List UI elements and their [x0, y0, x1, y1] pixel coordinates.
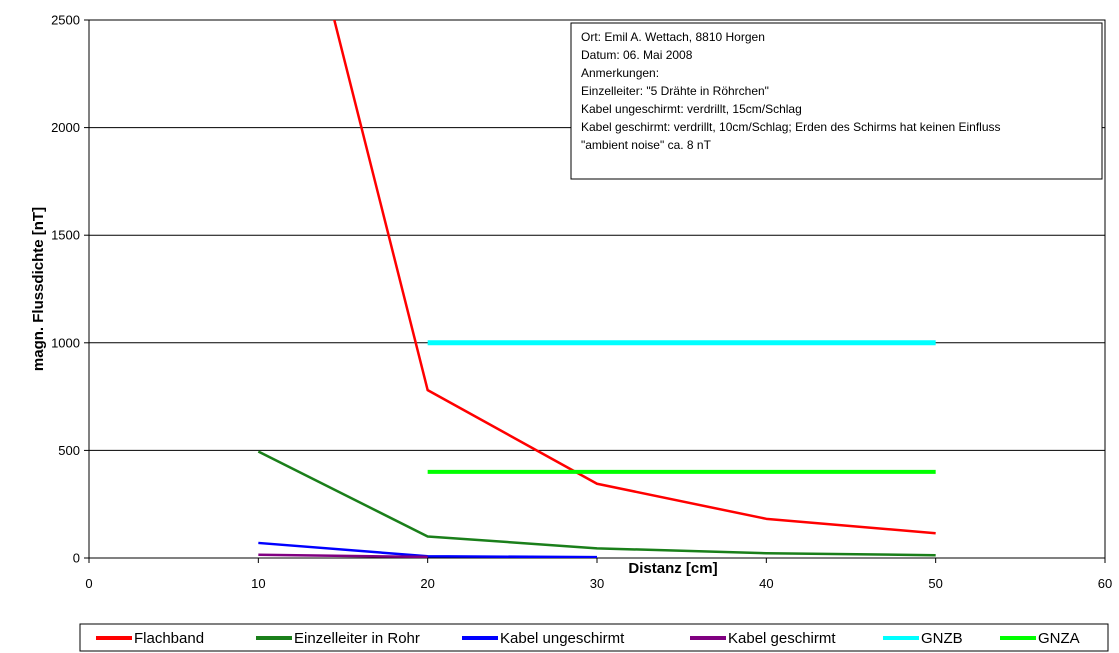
y-axis-title: magn. Flussdichte [nT] — [30, 207, 47, 371]
annotation-line: Ort: Emil A. Wettach, 8810 Horgen — [581, 30, 765, 44]
annotation-line: Kabel ungeschirmt: verdrillt, 15cm/Schla… — [581, 102, 802, 116]
legend-label: Einzelleiter in Rohr — [294, 630, 420, 647]
x-tick-label: 40 — [759, 576, 773, 591]
annotation-lines: Ort: Emil A. Wettach, 8810 Horgen Datum: … — [581, 30, 1001, 152]
series-group — [257, 20, 936, 558]
x-tick-labels: 0 10 20 30 40 50 60 — [85, 558, 1112, 591]
legend-label: Kabel ungeschirmt — [500, 630, 625, 647]
legend-frame — [79, 623, 1109, 652]
legend-label: Kabel geschirmt — [728, 630, 836, 647]
x-axis-title: Distanz [cm] — [628, 560, 717, 577]
legend: Flachband Einzelleiter in Rohr Kabel unges… — [79, 623, 1109, 652]
annotation-line: "ambient noise" ca. 8 nT — [581, 138, 712, 152]
y-tick-label: 0 — [73, 551, 80, 566]
x-tick-label: 20 — [420, 576, 434, 591]
series-line — [257, 450, 936, 557]
annotation-line: Einzelleiter: "5 Drähte in Röhrchen" — [581, 84, 769, 98]
y-tick-label: 1500 — [51, 228, 80, 243]
x-tick-label: 30 — [590, 576, 604, 591]
annotation-frame — [570, 22, 1103, 180]
annotation-box: Ort: Emil A. Wettach, 8810 Horgen Datum: … — [570, 22, 1103, 180]
x-tick-label: 50 — [928, 576, 942, 591]
legend-label: Flachband — [134, 630, 204, 647]
x-tick-label: 10 — [251, 576, 265, 591]
legend-label: GNZB — [921, 630, 963, 647]
legend-items: Flachband Einzelleiter in Rohr Kabel unges… — [96, 630, 1080, 647]
y-tick-labels: 0 500 1000 1500 2000 2500 — [51, 13, 89, 566]
x-tick-label: 60 — [1098, 576, 1112, 591]
annotation-line: Kabel geschirmt: verdrillt, 10cm/Schlag;… — [581, 120, 1001, 134]
legend-label: GNZA — [1038, 630, 1080, 647]
series-line — [258, 553, 428, 558]
y-tick-label: 1000 — [51, 335, 80, 350]
x-tick-label: 0 — [85, 576, 92, 591]
y-tick-label: 2500 — [51, 13, 80, 28]
annotation-line: Datum: 06. Mai 2008 — [581, 48, 693, 62]
y-tick-label: 2000 — [51, 120, 80, 135]
annotation-line: Anmerkungen: — [581, 66, 659, 80]
y-tick-label: 500 — [58, 443, 80, 458]
series-line — [333, 20, 936, 535]
